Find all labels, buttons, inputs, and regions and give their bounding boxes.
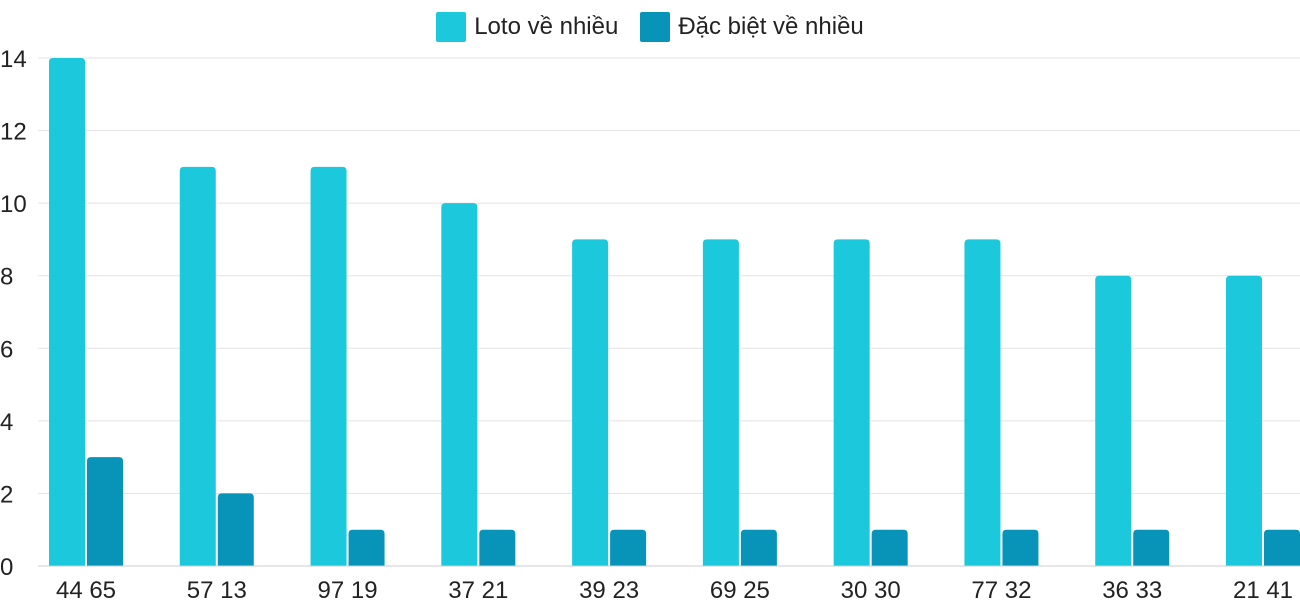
y-tick-label: 14 — [0, 46, 27, 73]
x-tick-label: 69 25 — [710, 577, 770, 600]
y-tick-label: 4 — [0, 409, 13, 436]
bar-loto — [49, 58, 85, 566]
bar-loto — [179, 166, 216, 566]
legend-item-loto: Loto về nhiều — [436, 12, 618, 42]
bar-loto — [833, 239, 870, 566]
y-tick-label: 12 — [0, 119, 27, 146]
x-tick-label: 39 23 — [579, 577, 639, 600]
chart-legend: Loto về nhiều Đặc biệt về nhiều — [0, 12, 1300, 42]
x-tick-label: 77 32 — [971, 577, 1031, 600]
x-tick-label: 97 19 — [318, 577, 378, 600]
x-tick-label: 30 30 — [841, 577, 901, 600]
legend-swatch-loto — [436, 12, 467, 42]
bar-dac-biet — [871, 529, 908, 566]
legend-label-dac-biet: Đặc biệt về nhiều — [678, 13, 864, 40]
legend-swatch-dac-biet — [640, 12, 671, 42]
bar-loto — [310, 166, 347, 566]
bar-loto — [964, 239, 1001, 566]
bar-loto — [702, 239, 739, 566]
bar-dac-biet — [740, 529, 777, 566]
bar-dac-biet — [479, 529, 516, 566]
bar-loto — [1095, 275, 1132, 566]
y-tick-label: 8 — [0, 264, 13, 291]
bar-dac-biet — [610, 529, 647, 566]
bar-dac-biet — [1133, 529, 1170, 566]
y-tick-label: 10 — [0, 191, 27, 218]
x-tick-label: 44 65 — [56, 577, 116, 600]
x-tick-label: 36 33 — [1102, 577, 1162, 600]
bar-loto — [1226, 275, 1262, 566]
y-tick-label: 2 — [0, 481, 13, 508]
y-tick-label: 0 — [0, 554, 13, 581]
x-tick-label: 57 13 — [187, 577, 247, 600]
bar-loto — [441, 203, 478, 566]
bar-dac-biet — [348, 529, 385, 566]
x-tick-label: 37 21 — [448, 577, 508, 600]
bar-loto — [572, 239, 609, 566]
bar-dac-biet — [87, 457, 123, 566]
y-tick-label: 6 — [0, 336, 13, 363]
legend-label-loto: Loto về nhiều — [474, 13, 619, 40]
bar-dac-biet — [1002, 529, 1039, 566]
x-tick-label: 21 41 — [1233, 577, 1293, 600]
bar-dac-biet — [1264, 529, 1300, 566]
bar-dac-biet — [217, 493, 254, 566]
legend-item-dac-biet: Đặc biệt về nhiều — [640, 12, 864, 42]
